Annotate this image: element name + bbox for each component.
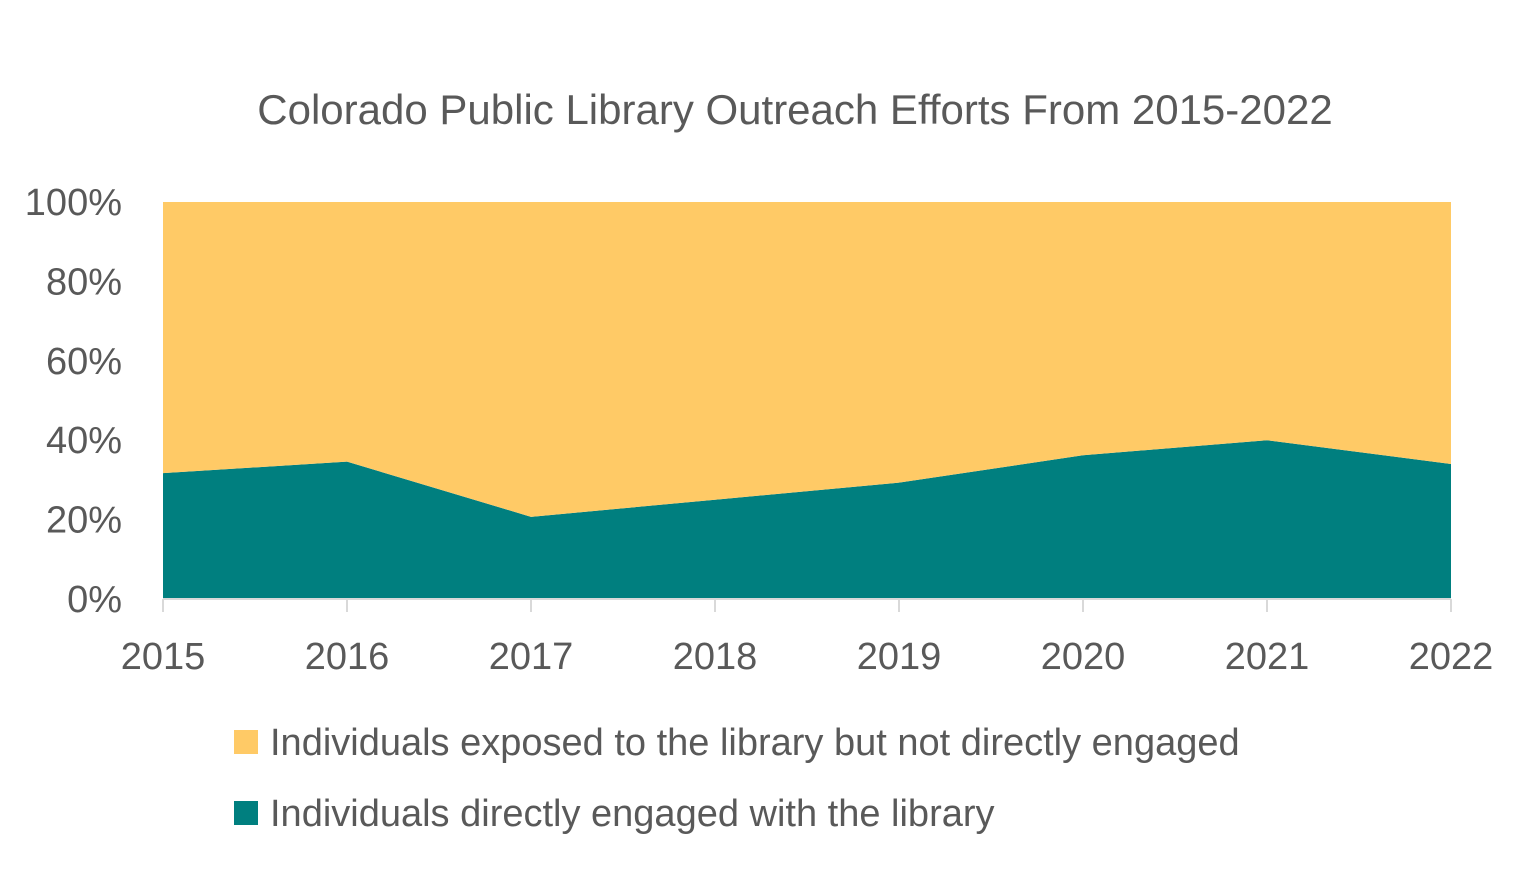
y-tick-label: 40% xyxy=(46,420,122,462)
legend-label: Individuals directly engaged with the li… xyxy=(270,793,995,835)
area-series-0 xyxy=(163,440,1451,599)
x-tick-label: 2020 xyxy=(1041,636,1126,678)
y-tick-label: 80% xyxy=(46,261,122,303)
legend-label: Individuals exposed to the library but n… xyxy=(270,722,1240,764)
legend: Individuals exposed to the library but n… xyxy=(234,722,1240,835)
y-tick-label: 60% xyxy=(46,341,122,383)
x-tick-label: 2017 xyxy=(489,636,574,678)
x-tick-label: 2019 xyxy=(857,636,942,678)
area-series-1 xyxy=(163,202,1451,517)
y-tick-label: 20% xyxy=(46,500,122,542)
y-axis: 0% 20% 40% 60% 80% 100% xyxy=(25,182,122,621)
y-tick-label: 0% xyxy=(67,579,122,621)
x-tick-label: 2016 xyxy=(305,636,390,678)
plot-area xyxy=(163,202,1451,599)
x-tick-label: 2015 xyxy=(121,636,206,678)
chart-title: Colorado Public Library Outreach Efforts… xyxy=(257,86,1332,133)
x-tick-label: 2022 xyxy=(1409,636,1494,678)
legend-swatch xyxy=(234,730,258,754)
x-axis: 2015 2016 2017 2018 2019 2020 2021 2022 xyxy=(121,598,1494,678)
legend-swatch xyxy=(234,801,258,825)
x-tick-label: 2021 xyxy=(1225,636,1310,678)
x-tick-label: 2018 xyxy=(673,636,758,678)
y-tick-label: 100% xyxy=(25,182,122,224)
